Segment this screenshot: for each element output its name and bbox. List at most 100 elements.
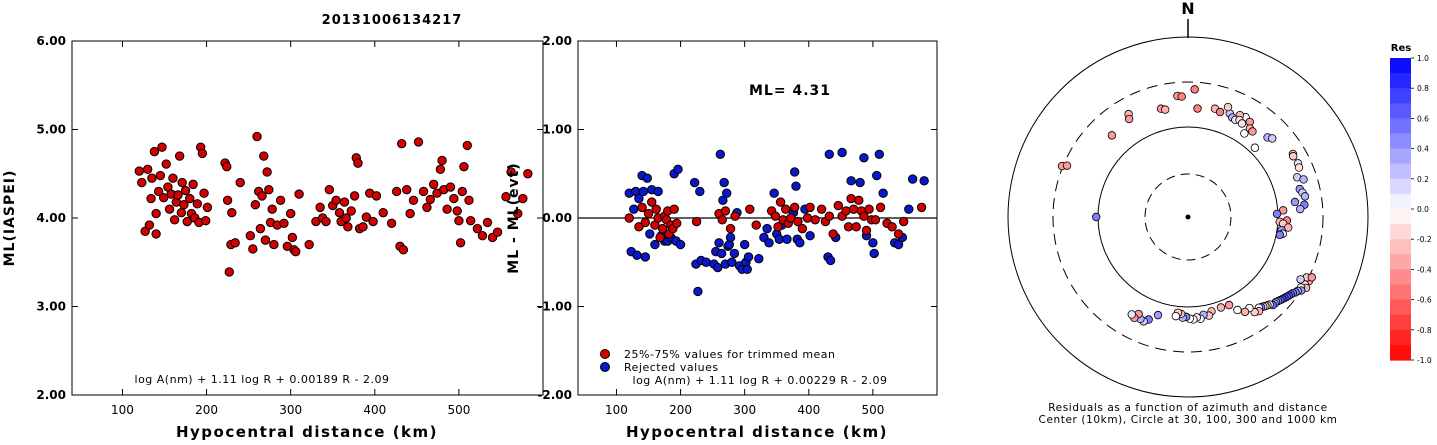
panel2-point-trimmed: [730, 211, 740, 221]
panel2-point-rejected: [742, 264, 752, 275]
panel1-point: [454, 215, 464, 226]
panel1-point: [402, 184, 412, 195]
colorbar-segment: [1390, 178, 1411, 195]
panel2-point-rejected: [739, 239, 750, 250]
map-station-point: [1300, 192, 1310, 201]
colorbar-segment: [1390, 88, 1411, 104]
colorbar-ticks: 1.0 0.8 0.6 0.4 0.2 0.0 -0.2 -0.4 -0.6 -0.8 -1.0: [1411, 54, 1432, 365]
panel1-point: [164, 204, 175, 214]
panel1-point: [267, 204, 277, 214]
panel2-point-trimmed: [859, 211, 869, 221]
colorbar-segment: [1390, 224, 1411, 240]
panel2-point-trimmed: [848, 204, 859, 214]
panel1-point: [294, 189, 304, 199]
panel1-point: [346, 206, 356, 216]
panel-ml-iaspei: 100 200 300 400 500 2.00 3.00 4.00 5.00 6.00 log …: [2, 34, 544, 441]
colorbar-tick-label: 0.2: [1417, 175, 1429, 184]
panel2-ytick-label: 0.00: [542, 211, 572, 225]
panel1-point: [255, 223, 266, 234]
map-station-point: [1299, 175, 1308, 184]
panel2-point-rejected: [716, 248, 727, 259]
panel1-point: [250, 200, 261, 210]
panel2-point-trimmed: [854, 195, 864, 206]
north-label: N: [1181, 0, 1194, 18]
panel1-point: [501, 192, 511, 202]
panel2-point-trimmed: [634, 222, 644, 232]
panel1-xlabel: Hypocentral distance (km): [176, 423, 438, 441]
panel1-point: [279, 218, 289, 229]
map-station-point: [1296, 204, 1305, 214]
panel2-point-trimmed: [898, 216, 909, 227]
panel1-point: [386, 218, 397, 229]
panel2-point-rejected: [673, 164, 683, 175]
panel2-ytick-label: 1.00: [542, 123, 572, 137]
panel1-point: [285, 208, 296, 219]
panel2-point-trimmed: [773, 222, 783, 232]
map-station-point: [1153, 310, 1163, 320]
panel1-point: [353, 158, 363, 168]
panel2-points: [624, 147, 929, 297]
colorbar-segment: [1390, 58, 1411, 74]
panel2-point-trimmed: [797, 223, 808, 234]
legend-marker-trimmed: [600, 349, 610, 359]
panel1-point: [252, 131, 262, 142]
map-station-point: [1296, 275, 1305, 284]
panel1-point: [235, 177, 245, 188]
panel2-point-rejected: [774, 234, 784, 244]
panel2-point-trimmed: [720, 206, 731, 216]
panel2-point-rejected: [872, 170, 882, 181]
panel1-point: [523, 169, 533, 179]
panel1-ytick-label: 6.00: [36, 34, 66, 48]
panel1-point: [155, 170, 166, 181]
colorbar-tick-label: 0.8: [1417, 84, 1429, 93]
map-station-point: [1223, 102, 1233, 112]
colorbar-tick-label: 0.6: [1417, 114, 1429, 123]
panel1-point: [287, 232, 298, 243]
map-station-point: [1240, 307, 1250, 317]
panel1-point: [492, 227, 503, 237]
panel1-point: [378, 207, 388, 218]
panel2-point-rejected: [762, 223, 772, 234]
panel2-point-rejected: [719, 177, 729, 188]
legend-label-rejected: Rejected values: [624, 361, 719, 374]
panel1-point: [334, 207, 345, 218]
panel1-point: [185, 193, 195, 204]
panel1-point: [257, 191, 267, 201]
panel1-point: [153, 186, 164, 197]
panel2-ytick-label: -2.00: [537, 388, 572, 402]
map-station-point: [1127, 310, 1136, 319]
panel2-point-trimmed: [841, 206, 851, 216]
panel1-point: [464, 195, 474, 206]
panel1-point: [224, 267, 234, 277]
panel2-point-rejected: [789, 167, 800, 177]
panel1-ytick-label: 4.00: [36, 211, 66, 225]
panel2-point-trimmed: [793, 216, 803, 227]
colorbar-tick-label: -0.4: [1417, 265, 1432, 274]
panel2-point-trimmed: [870, 215, 881, 225]
panel2-point-trimmed: [810, 215, 820, 225]
colorbar-tick-label: -0.2: [1417, 235, 1432, 244]
panel1-point: [222, 195, 233, 206]
panel2-point-trimmed: [657, 223, 668, 234]
panel1-point: [462, 140, 473, 151]
panel2-point-rejected: [629, 204, 639, 214]
panel2-point-trimmed: [875, 202, 886, 213]
panel2-point-rejected: [837, 147, 847, 158]
panel1-point: [188, 179, 198, 190]
panel-residual-map: N Residuals as a function of azimuth and…: [1007, 0, 1432, 426]
map-station-point: [1224, 300, 1234, 310]
panel1-xtick-label: 200: [195, 403, 218, 417]
colorbar-label: Res: [1391, 43, 1411, 54]
panel2-ytick-label: -1.00: [537, 300, 572, 314]
panel1-point: [149, 146, 160, 157]
map-station-point: [1124, 114, 1134, 124]
panel1-point: [304, 239, 314, 250]
panel2-point-trimmed: [770, 211, 781, 221]
panel1-point: [445, 182, 456, 192]
epicenter-dot: [1185, 214, 1191, 220]
panel1-point: [408, 195, 419, 206]
panel2-formula: log A(nm) + 1.11 log R + 0.00229 R - 2.0…: [633, 374, 888, 387]
panel1-point: [192, 199, 203, 209]
panel1-ytick-label: 5.00: [36, 123, 66, 137]
